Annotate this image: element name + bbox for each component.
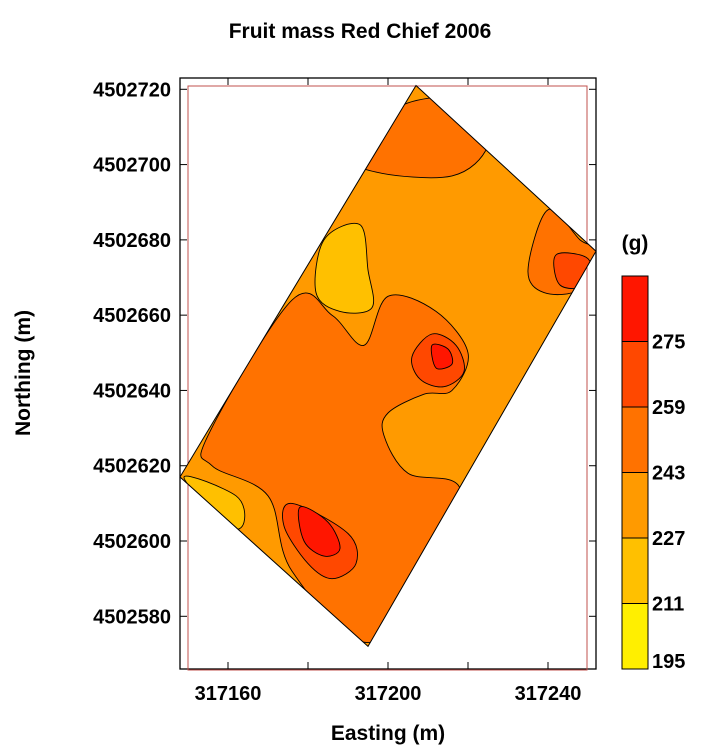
chart-title: Fruit mass Red Chief 2006 [229,20,492,43]
x-tick-label: 317240 [515,683,582,705]
y-tick-label: 4502660 [93,305,171,327]
contour-region-243-259 [553,252,593,290]
legend-label: 275 [652,332,685,354]
legend-label: 211 [652,594,684,616]
legend-swatch [621,472,649,539]
legend-label: 227 [652,528,685,550]
contour-region-195-211 [314,223,375,314]
y-tick-label: 4502600 [93,531,171,553]
legend-swatch [621,603,649,670]
x-tick-label: 317160 [195,683,262,705]
y-axis-ticks: 4502580 4502600 4502620 4502640 4502660 45026… [93,79,596,628]
legend-title: (g) [622,232,649,255]
legend-label: 243 [652,463,685,485]
plot-area: 317160 317200 317240 4502580 4502600 4502620… [93,77,597,705]
color-legend: (g) 195 211 227 243 259 275 [621,232,685,674]
contour-regions [180,85,596,647]
y-tick-label: 4502720 [93,79,171,101]
legend-swatch [621,341,649,408]
contour-region-259-275 [297,506,341,557]
y-tick-label: 4502640 [93,380,171,402]
x-axis-label: Easting (m) [331,722,445,745]
field-boundary [179,84,597,648]
legend-label: 195 [652,651,685,673]
legend-labels: 195 211 227 243 259 275 [652,332,685,674]
legend-swatches [621,275,649,670]
legend-label: 259 [652,397,685,419]
contour-region-227-243 [200,292,469,644]
y-axis-label: Northing (m) [12,310,35,436]
y-tick-label: 4502620 [93,456,171,478]
contour-region-259-275 [430,343,454,370]
legend-swatch [621,275,649,342]
legend-swatch [621,537,649,604]
y-tick-label: 4502700 [93,155,171,177]
map-frame [187,85,588,671]
y-tick-label: 4502580 [93,606,171,628]
legend-swatch [621,406,649,473]
x-tick-label: 317200 [355,683,422,705]
y-tick-label: 4502680 [93,230,171,252]
x-axis-ticks: 317160 317200 317240 [195,78,582,705]
